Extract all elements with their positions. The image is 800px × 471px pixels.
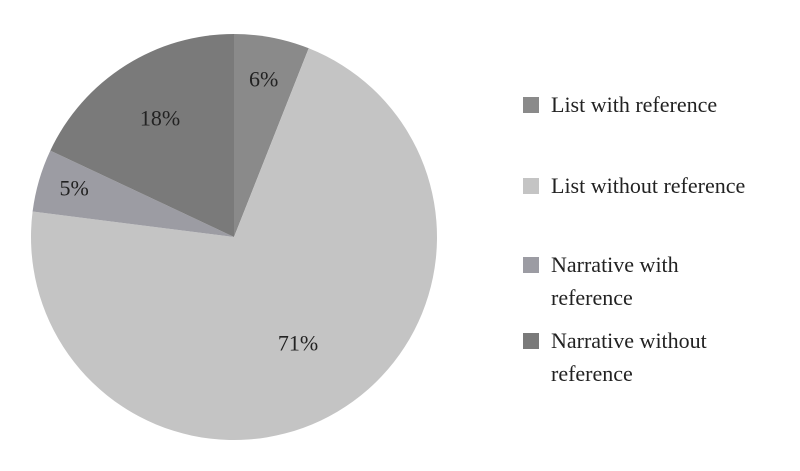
legend-label-narrative-without-reference: Narrative without reference <box>551 324 791 390</box>
pie-slice-list-with-reference <box>234 34 309 237</box>
pie-slice-label-list-with-reference: 6% <box>249 67 278 92</box>
legend-label-line: Narrative with <box>551 252 679 277</box>
legend-swatch-narrative-with-reference <box>523 257 539 273</box>
pie-slice-label-narrative-without-reference: 18% <box>140 105 180 130</box>
legend-label-line: List with reference <box>551 92 718 117</box>
pie-slice-label-narrative-with-reference: 5% <box>59 176 88 201</box>
pie-slice-narrative-with-reference <box>32 150 235 237</box>
legend-label-narrative-with-reference: Narrative with reference <box>551 248 791 314</box>
pie-slice-narrative-without-reference <box>50 34 235 237</box>
legend-label-line: Narrative without <box>551 328 707 353</box>
legend-label-list-without-reference: List without reference <box>551 169 791 202</box>
pie-slice-list-without-reference <box>30 48 437 441</box>
legend-swatch-list-with-reference <box>523 97 539 113</box>
legend-label-line: List without reference <box>551 173 746 198</box>
legend-label-line: reference <box>551 361 633 386</box>
legend-label-line: reference <box>551 285 633 310</box>
legend-swatch-narrative-without-reference <box>523 333 539 349</box>
legend-swatch-list-without-reference <box>523 178 539 194</box>
legend-label-list-with-reference: List with reference <box>551 88 791 121</box>
pie-slice-label-list-without-reference: 71% <box>278 330 318 355</box>
